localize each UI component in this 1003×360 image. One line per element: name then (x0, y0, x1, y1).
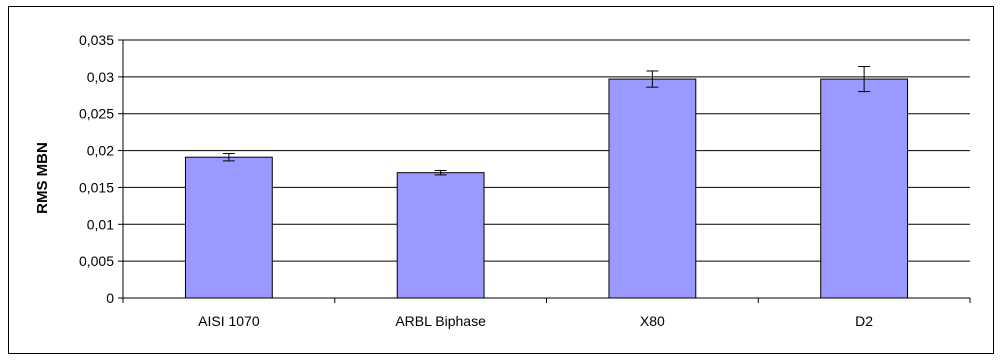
y-tick-label: 0,01 (87, 216, 114, 232)
y-tick-label: 0,025 (79, 106, 114, 122)
bar (184, 156, 273, 299)
y-tick-label: 0 (106, 290, 114, 306)
y-tick-label: 0,035 (79, 32, 114, 48)
axes (118, 39, 971, 303)
x-tick-label: D2 (855, 313, 873, 329)
x-tick-label: AISI 1070 (198, 313, 260, 329)
bar (396, 172, 485, 299)
y-tick-label: 0,02 (87, 143, 114, 159)
x-tick-label: ARBL Biphase (395, 313, 486, 329)
bars (184, 66, 909, 299)
bar (820, 78, 909, 299)
y-tick-label: 0,015 (79, 179, 114, 195)
y-axis-label: RMS MBN (34, 142, 51, 214)
y-tick-label: 0,005 (79, 253, 114, 269)
y-tick-label: 0,03 (87, 69, 114, 85)
tick-labels: 0 0,005 0,01 0,015 0,02 0,025 0,03 0,035 AISI 10… (79, 32, 873, 329)
bar (608, 78, 697, 299)
x-tick-label: X80 (640, 313, 665, 329)
